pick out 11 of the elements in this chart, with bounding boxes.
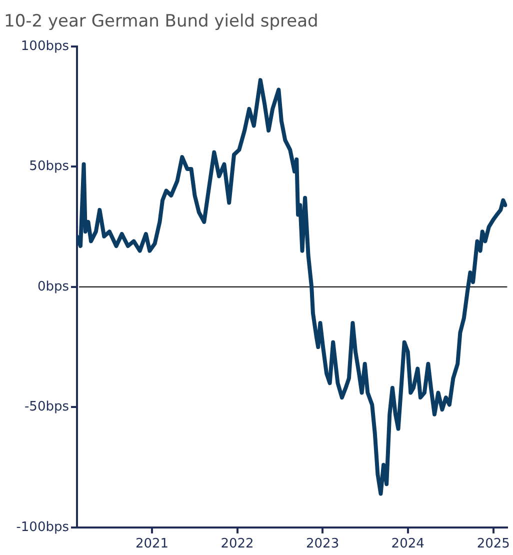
y-tick-label: -100bps — [16, 520, 70, 535]
x-tick-label: 2021 — [135, 536, 169, 552]
y-tick-label: 50bps — [29, 159, 70, 174]
x-tick-label: 2024 — [391, 536, 424, 552]
y-tick-label: 100bps — [20, 38, 70, 54]
chart-title: 10-2 year German Bund yield spread — [4, 12, 318, 32]
x-tick-label: 2023 — [306, 536, 340, 552]
y-tick-label: -50bps — [24, 400, 70, 415]
y-tick-label: 0bps — [37, 279, 70, 294]
x-tick-label: 2025 — [476, 536, 510, 552]
x-tick-label: 2022 — [220, 536, 254, 552]
